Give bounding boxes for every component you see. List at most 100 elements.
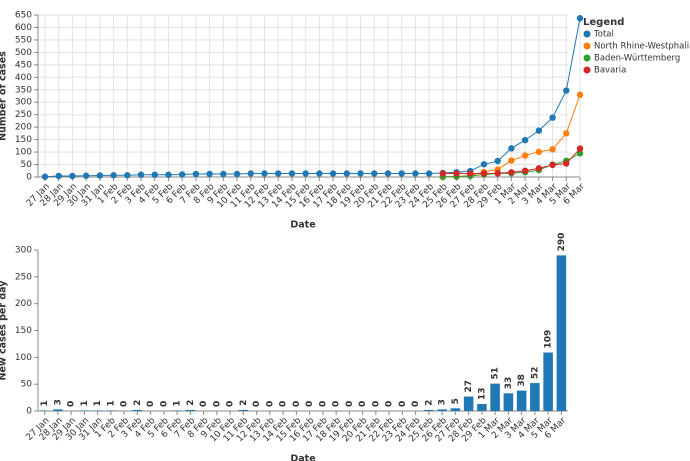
bar-label: 0 bbox=[212, 401, 222, 407]
data-point bbox=[343, 170, 350, 177]
y-tick-label: 100 bbox=[15, 353, 32, 363]
bar-label: 0 bbox=[120, 401, 130, 407]
bar-label: 0 bbox=[358, 401, 368, 407]
data-point bbox=[302, 170, 309, 177]
data-point bbox=[480, 161, 488, 168]
data-point bbox=[206, 170, 213, 178]
x-axis-title: Date bbox=[290, 220, 315, 231]
y-tick-label: 550 bbox=[15, 35, 32, 45]
y-tick-label: 150 bbox=[15, 135, 32, 145]
data-point bbox=[178, 171, 186, 178]
bar-label: 1 bbox=[40, 400, 50, 406]
bar bbox=[437, 409, 447, 411]
bar-label: 0 bbox=[159, 401, 169, 407]
data-point bbox=[137, 171, 145, 178]
bar bbox=[132, 409, 143, 411]
bar-label: 38 bbox=[517, 374, 527, 387]
bar bbox=[106, 410, 116, 411]
bar-label: 0 bbox=[385, 401, 395, 407]
data-point bbox=[82, 172, 90, 179]
data-point bbox=[192, 170, 200, 178]
data-point bbox=[371, 170, 378, 177]
data-point bbox=[576, 150, 584, 157]
bar-label: 27 bbox=[464, 380, 474, 393]
y-axis-title: New cases per day bbox=[0, 280, 9, 381]
data-point bbox=[508, 157, 515, 164]
bar bbox=[450, 408, 461, 411]
legend-label: Bavaria bbox=[594, 66, 626, 76]
y-tick-label: 600 bbox=[15, 23, 32, 33]
data-point bbox=[151, 171, 158, 178]
legend-label: North Rhine-Westphalia bbox=[594, 42, 690, 52]
data-point bbox=[412, 170, 419, 177]
data-point bbox=[384, 170, 392, 177]
bar-label: 0 bbox=[332, 401, 342, 407]
data-point bbox=[563, 160, 570, 167]
y-tick-label: 450 bbox=[15, 60, 32, 70]
data-point bbox=[41, 173, 49, 180]
data-point bbox=[549, 161, 556, 169]
bar bbox=[503, 393, 514, 411]
data-point bbox=[398, 170, 405, 177]
data-point bbox=[55, 172, 62, 180]
bar-label: 1 bbox=[173, 400, 183, 406]
data-point bbox=[494, 157, 501, 165]
data-point bbox=[165, 171, 172, 178]
x-axis-title: Date bbox=[290, 454, 315, 461]
bar bbox=[172, 410, 182, 411]
bar bbox=[477, 404, 487, 411]
data-point bbox=[124, 172, 131, 179]
y-tick-label: 300 bbox=[15, 98, 32, 108]
data-point bbox=[576, 145, 584, 152]
data-point bbox=[96, 172, 104, 179]
bar-label: 290 bbox=[557, 233, 567, 252]
data-point bbox=[467, 170, 474, 177]
data-point bbox=[521, 167, 529, 174]
data-point bbox=[549, 114, 556, 121]
bar-label: 0 bbox=[146, 401, 156, 407]
data-point bbox=[69, 172, 76, 180]
bar-label: 2 bbox=[424, 400, 434, 406]
bar-label: 3 bbox=[53, 399, 63, 405]
y-axis-title: Number of cases bbox=[0, 51, 9, 141]
data-point bbox=[233, 170, 241, 178]
bar-label: 0 bbox=[305, 401, 315, 407]
bar-label: 0 bbox=[265, 401, 275, 407]
bar-label: 51 bbox=[491, 367, 501, 380]
y-tick-label: 650 bbox=[15, 11, 32, 21]
data-point bbox=[535, 165, 543, 172]
bar-label: 0 bbox=[226, 401, 236, 407]
y-tick-label: 0 bbox=[26, 173, 32, 183]
legend-label: Baden-Württemberg bbox=[594, 54, 680, 64]
y-tick-label: 350 bbox=[15, 85, 32, 95]
bar-label: 1 bbox=[80, 400, 90, 406]
data-point bbox=[549, 146, 556, 153]
data-point bbox=[275, 170, 282, 177]
data-point bbox=[508, 169, 515, 176]
y-tick-label: 100 bbox=[15, 148, 32, 158]
data-point bbox=[494, 170, 501, 177]
bar-label: 3 bbox=[438, 399, 448, 405]
data-point bbox=[535, 127, 543, 134]
data-point bbox=[425, 170, 433, 177]
y-tick-label: 0 bbox=[26, 407, 32, 417]
bar-label: 52 bbox=[530, 367, 540, 380]
data-point bbox=[576, 15, 584, 22]
bar-label: 0 bbox=[398, 401, 408, 407]
y-tick-label: 250 bbox=[15, 272, 32, 282]
y-tick-label: 500 bbox=[15, 48, 32, 58]
bar-label: 5 bbox=[451, 398, 461, 404]
bar-label: 0 bbox=[279, 401, 289, 407]
legend-label: Total bbox=[593, 30, 614, 40]
bar-label: 2 bbox=[239, 400, 249, 406]
y-tick-label: 150 bbox=[15, 326, 32, 336]
legend-swatch bbox=[583, 54, 591, 62]
bar bbox=[556, 255, 567, 411]
bar bbox=[39, 410, 50, 411]
bar bbox=[79, 410, 90, 411]
data-point bbox=[288, 170, 296, 177]
y-tick-label: 300 bbox=[15, 246, 32, 256]
legend-swatch bbox=[583, 66, 591, 74]
bar bbox=[543, 352, 553, 411]
